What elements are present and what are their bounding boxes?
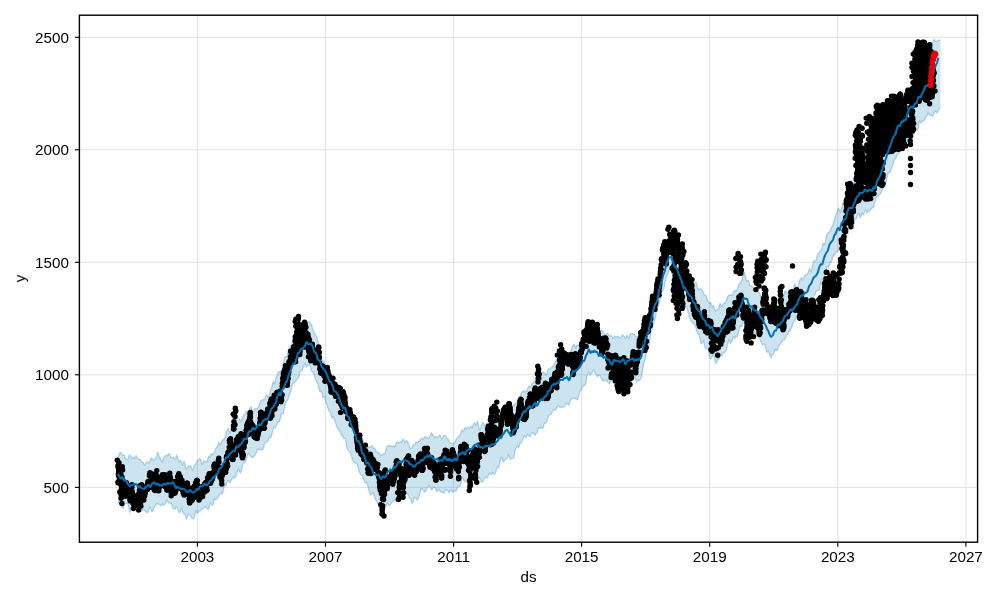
svg-text:2027: 2027 — [949, 548, 983, 565]
svg-text:y: y — [11, 274, 28, 282]
svg-text:2007: 2007 — [309, 548, 343, 565]
svg-text:500: 500 — [44, 479, 69, 496]
svg-text:2000: 2000 — [35, 141, 69, 158]
svg-text:2019: 2019 — [693, 548, 727, 565]
svg-text:1000: 1000 — [35, 366, 69, 383]
svg-text:2500: 2500 — [35, 29, 69, 46]
svg-text:2011: 2011 — [437, 548, 470, 565]
svg-text:2023: 2023 — [821, 548, 855, 565]
svg-text:2003: 2003 — [181, 548, 215, 565]
svg-text:ds: ds — [520, 568, 536, 585]
svg-text:1500: 1500 — [35, 254, 69, 271]
svg-text:2015: 2015 — [565, 548, 599, 565]
